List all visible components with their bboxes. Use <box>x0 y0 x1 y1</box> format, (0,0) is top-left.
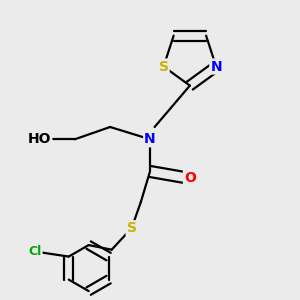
Text: Cl: Cl <box>28 245 42 259</box>
Text: S: S <box>127 221 136 235</box>
Text: S: S <box>159 59 169 74</box>
Text: N: N <box>210 59 222 74</box>
Text: O: O <box>184 171 196 184</box>
Text: HO: HO <box>28 132 51 146</box>
Text: N: N <box>144 132 156 146</box>
